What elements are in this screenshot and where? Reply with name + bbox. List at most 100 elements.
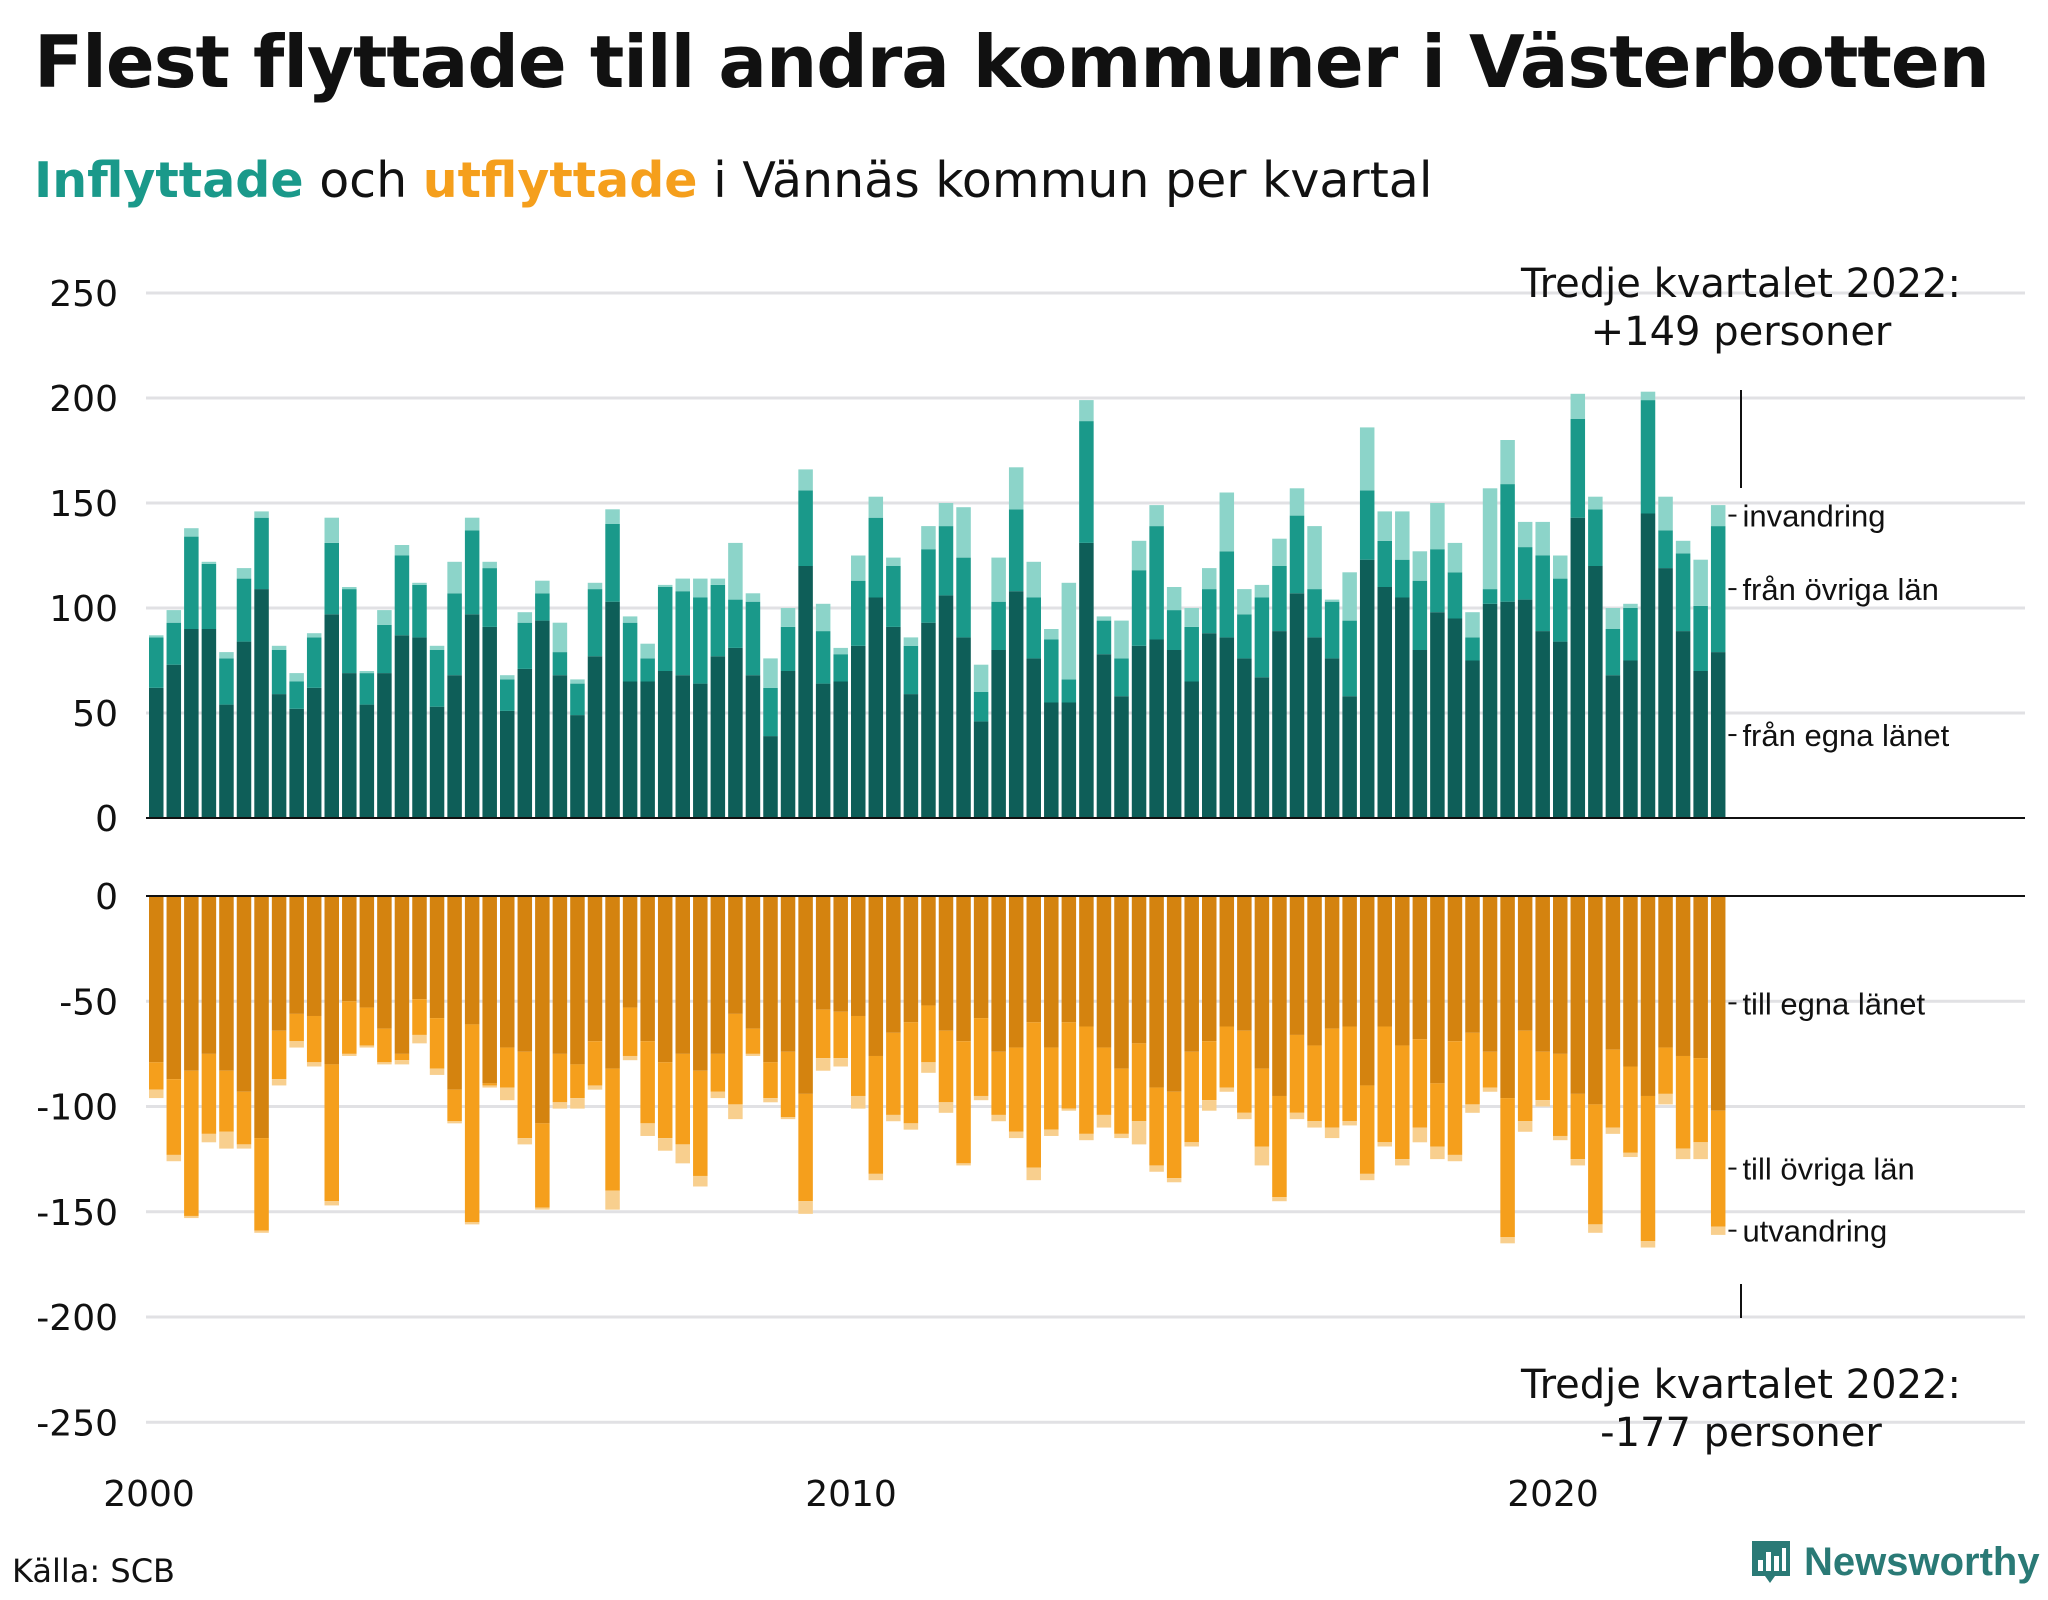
bar-out-other: [447, 1089, 462, 1122]
bar-in-other: [851, 580, 866, 646]
bar-in-abroad: [1359, 427, 1375, 491]
top-annotation-line2: +149 personer: [1591, 309, 1892, 355]
bar-in-other: [1008, 509, 1024, 592]
bar-out-own: [1605, 896, 1621, 1050]
bar-in-abroad: [1553, 555, 1568, 579]
bar-in-own: [1359, 559, 1375, 818]
bar-in-own: [1044, 702, 1059, 818]
bar-in-abroad: [1570, 393, 1586, 419]
bar-out-abroad: [1289, 1112, 1305, 1120]
bar-out-other: [1482, 1051, 1498, 1088]
bar-out-abroad: [1395, 1159, 1410, 1166]
bar-out-own: [1114, 896, 1129, 1069]
bar-in-own: [763, 736, 778, 818]
bar-out-other: [429, 1018, 445, 1069]
bar-out-other: [412, 999, 427, 1035]
bar-in-other: [991, 601, 1006, 650]
bar-out-own: [1658, 896, 1673, 1048]
bar-out-abroad: [815, 1058, 831, 1071]
bar-in-abroad: [640, 643, 655, 659]
bar-out-other: [1008, 1047, 1024, 1132]
bar-in-own: [833, 681, 848, 818]
bar-in-own: [973, 721, 989, 818]
bar-out-abroad: [570, 1098, 585, 1109]
bar-out-other: [1079, 1026, 1094, 1134]
bar-in-own: [570, 715, 585, 818]
bar-in-abroad: [693, 578, 708, 598]
bar-out-own: [394, 896, 410, 1054]
bar-in-abroad: [201, 561, 217, 564]
bar-out-other: [1658, 1047, 1673, 1094]
bar-in-own: [1430, 612, 1445, 818]
bar-in-other: [1535, 555, 1550, 632]
bar-in-abroad: [552, 622, 568, 653]
brand-logo[interactable]: Newsworthy: [1748, 1538, 2040, 1586]
bar-in-abroad: [886, 557, 901, 566]
bar-in-other: [1430, 549, 1445, 613]
bar-out-own: [1166, 896, 1182, 1092]
bar-out-other: [1553, 1053, 1568, 1136]
bar-out-other: [1149, 1087, 1164, 1166]
bar-out-abroad: [921, 1062, 936, 1073]
bar-in-own: [622, 681, 638, 818]
bar-out-own: [833, 896, 848, 1012]
bar-out-own: [1553, 896, 1568, 1054]
bar-in-abroad: [921, 526, 936, 550]
bar-out-other: [289, 1013, 304, 1042]
bar-out-abroad: [1377, 1142, 1392, 1147]
bar-out-own: [1395, 896, 1410, 1046]
bar-in-abroad: [1535, 521, 1550, 556]
bar-in-own: [342, 673, 357, 818]
bar-out-abroad: [394, 1060, 410, 1065]
bar-out-other: [1026, 1022, 1041, 1168]
bar-out-abroad: [728, 1104, 743, 1120]
bar-out-abroad: [798, 1201, 813, 1214]
bar-out-other: [886, 1032, 901, 1115]
bar-out-abroad: [833, 1058, 848, 1067]
bar-out-abroad: [254, 1230, 269, 1233]
bar-in-other: [359, 673, 375, 705]
bar-out-own: [149, 896, 164, 1063]
bar-in-other: [1202, 589, 1217, 634]
bar-in-other: [1482, 589, 1498, 604]
bar-out-abroad: [1324, 1127, 1340, 1139]
bar-out-abroad: [886, 1114, 901, 1122]
bar-in-other: [1675, 553, 1691, 632]
bar-out-own: [815, 896, 831, 1010]
bar-in-other: [1096, 620, 1112, 655]
bar-in-abroad: [1096, 616, 1112, 621]
bar-in-abroad: [991, 557, 1006, 602]
bar-out-abroad: [868, 1173, 884, 1181]
bar-in-abroad: [868, 496, 884, 518]
bar-in-abroad: [464, 517, 480, 531]
bottom-annotation-line2: -177 personer: [1600, 1410, 1882, 1456]
bar-out-own: [1430, 896, 1445, 1084]
bar-in-abroad: [1008, 467, 1024, 510]
bar-out-abroad: [412, 1034, 427, 1044]
bar-in-own: [1517, 599, 1533, 818]
bar-out-abroad: [289, 1041, 304, 1048]
bar-in-abroad: [1149, 505, 1164, 527]
bar-in-own: [1272, 631, 1287, 818]
brand-name: Newsworthy: [1804, 1539, 2040, 1584]
bar-in-own: [517, 668, 533, 818]
bar-in-own: [1307, 637, 1322, 818]
bar-out-abroad: [166, 1154, 182, 1162]
bar-in-own: [1377, 587, 1392, 818]
bar-out-other: [973, 1018, 989, 1096]
bar-out-abroad: [1675, 1148, 1691, 1160]
bar-in-abroad: [184, 528, 199, 537]
bar-in-own: [1588, 566, 1603, 818]
bar-in-abroad: [1272, 538, 1287, 566]
subtitle-inflyttade: Inflyttade: [34, 152, 304, 209]
bar-in-own: [166, 664, 182, 818]
bar-in-own: [1693, 671, 1708, 818]
bar-out-own: [851, 896, 866, 1016]
bar-out-own: [271, 896, 287, 1031]
bar-in-other: [1693, 605, 1708, 671]
bar-out-abroad: [324, 1201, 339, 1206]
bar-in-own: [780, 671, 796, 818]
bar-out-abroad: [1640, 1241, 1656, 1248]
bar-out-abroad: [1237, 1112, 1252, 1120]
bar-out-abroad: [500, 1087, 515, 1101]
